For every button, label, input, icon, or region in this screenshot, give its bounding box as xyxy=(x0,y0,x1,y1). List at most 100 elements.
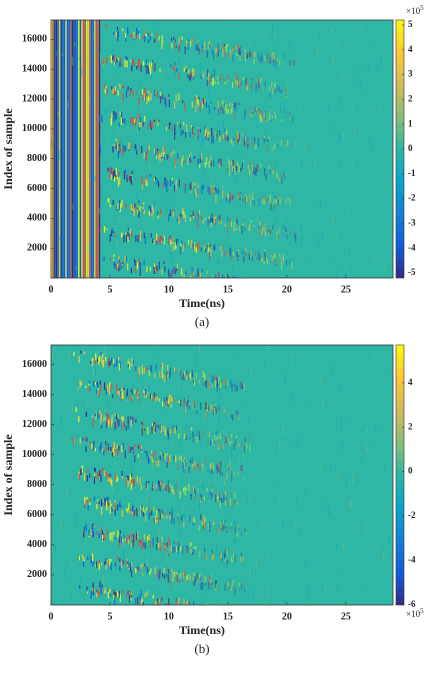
y-tick-label: 16000 xyxy=(22,359,47,370)
texture xyxy=(251,192,254,201)
texture xyxy=(227,412,229,416)
texture xyxy=(227,79,229,82)
texture xyxy=(171,177,173,181)
texture xyxy=(217,258,219,265)
texture xyxy=(271,119,273,122)
texture xyxy=(237,471,239,476)
texture xyxy=(202,524,204,531)
texture xyxy=(191,160,193,163)
texture xyxy=(227,464,229,468)
texture xyxy=(90,386,92,394)
texture xyxy=(169,209,172,216)
texture xyxy=(214,477,216,483)
texture xyxy=(189,190,191,194)
texture xyxy=(238,102,240,106)
texture xyxy=(138,239,140,243)
texture xyxy=(119,558,121,563)
texture xyxy=(251,163,254,170)
texture xyxy=(103,418,105,422)
texture xyxy=(192,211,194,218)
texture xyxy=(146,96,148,104)
texture xyxy=(251,136,253,140)
texture xyxy=(194,612,195,616)
texture xyxy=(224,381,226,387)
texture xyxy=(235,410,238,416)
texture xyxy=(202,378,204,384)
texture xyxy=(182,545,184,554)
texture xyxy=(210,574,212,582)
texture xyxy=(226,130,228,136)
texture xyxy=(198,430,200,434)
texture xyxy=(275,54,278,59)
texture xyxy=(197,135,199,140)
texture xyxy=(212,553,214,557)
texture xyxy=(233,224,235,232)
texture xyxy=(124,169,126,174)
texture xyxy=(117,530,119,538)
texture xyxy=(325,401,327,408)
texture xyxy=(193,399,195,405)
texture xyxy=(241,162,243,170)
texture xyxy=(212,377,215,384)
texture xyxy=(129,229,132,234)
texture xyxy=(244,279,245,282)
texture xyxy=(289,113,291,119)
texture xyxy=(210,462,212,468)
texture xyxy=(200,146,202,149)
texture xyxy=(92,553,94,562)
texture xyxy=(125,56,127,60)
texture xyxy=(214,614,215,621)
texture xyxy=(190,40,192,47)
colorbar-tick-label: -2 xyxy=(408,193,416,203)
texture xyxy=(244,196,246,205)
texture xyxy=(235,356,237,360)
texture xyxy=(70,398,72,402)
texture xyxy=(201,516,203,526)
texture xyxy=(236,161,238,167)
texture xyxy=(196,244,198,252)
texture xyxy=(307,586,309,597)
texture xyxy=(181,516,183,522)
heatmap-image xyxy=(51,345,393,621)
texture xyxy=(156,181,158,185)
texture xyxy=(187,376,190,380)
texture xyxy=(117,57,119,61)
texture xyxy=(213,185,215,188)
texture xyxy=(274,32,276,38)
texture xyxy=(107,167,109,172)
texture xyxy=(197,184,199,189)
texture xyxy=(190,275,192,278)
texture xyxy=(208,405,210,411)
texture xyxy=(133,510,136,516)
texture xyxy=(183,400,185,408)
texture xyxy=(122,149,124,156)
texture xyxy=(238,133,240,142)
texture xyxy=(182,130,184,134)
texture xyxy=(194,576,197,583)
texture xyxy=(278,176,280,182)
texture xyxy=(252,166,254,172)
texture xyxy=(120,262,122,270)
texture xyxy=(198,525,200,531)
texture xyxy=(239,609,240,614)
texture xyxy=(111,357,113,363)
texture xyxy=(246,284,247,287)
texture xyxy=(288,112,291,120)
texture xyxy=(119,147,121,154)
texture xyxy=(145,179,147,185)
texture xyxy=(193,378,195,386)
texture xyxy=(113,362,115,368)
texture xyxy=(239,49,241,55)
texture xyxy=(229,49,232,58)
texture xyxy=(169,511,171,516)
texture xyxy=(211,384,213,388)
texture xyxy=(244,251,247,256)
texture xyxy=(212,375,215,379)
texture xyxy=(211,439,214,446)
texture xyxy=(273,52,275,59)
texture xyxy=(215,580,217,584)
texture xyxy=(85,58,87,62)
texture xyxy=(239,191,241,195)
texture xyxy=(245,400,247,403)
texture xyxy=(137,531,139,540)
